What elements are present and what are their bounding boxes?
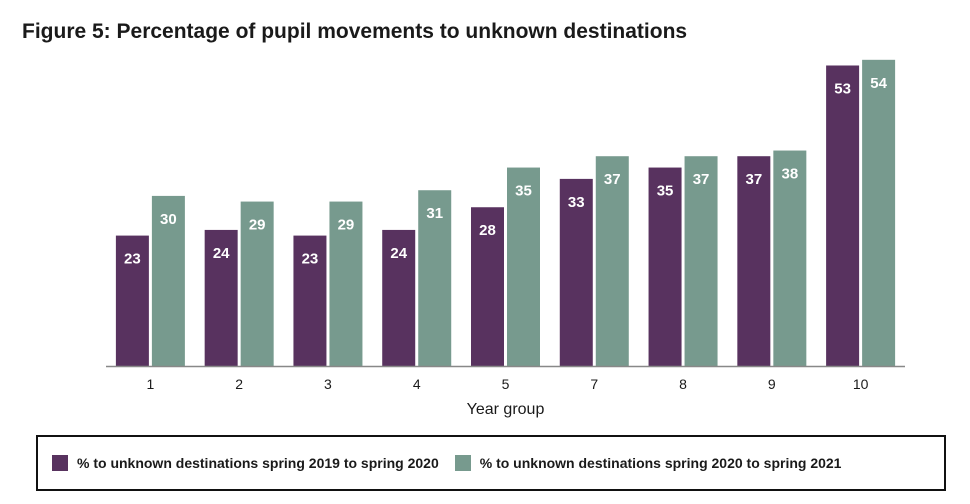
bar-series-2-year-1 <box>151 195 185 366</box>
legend-swatch-series-1 <box>52 455 68 471</box>
data-label-series-2-year-9: 38 <box>781 166 798 183</box>
bar-series-2-year-10 <box>862 59 896 366</box>
data-label-series-1-year-10: 53 <box>834 80 851 97</box>
data-label-series-1-year-4: 24 <box>390 245 407 262</box>
legend-label-series-1: % to unknown destinations spring 2019 to… <box>77 455 439 471</box>
data-labels-layer: 23 30 24 29 23 29 24 31 28 35 33 37 35 37 37 38 53 54 <box>124 75 888 268</box>
data-label-series-1-year-8: 35 <box>657 183 674 200</box>
data-label-series-1-year-5: 28 <box>479 222 496 239</box>
x-tick-label-4: 4 <box>413 376 421 392</box>
x-tick-label-3: 3 <box>324 376 332 392</box>
bars-layer <box>115 59 896 367</box>
legend-label-series-2: % to unknown destinations spring 2020 to… <box>479 455 842 471</box>
bar-series-1-year-10 <box>826 65 860 367</box>
x-tick-label-9: 9 <box>768 376 776 392</box>
data-label-series-1-year-9: 37 <box>745 171 762 188</box>
legend-item-series-1: % to unknown destinations spring 2019 to… <box>52 455 439 471</box>
x-axis-ticks: 1 2 3 4 5 7 8 9 10 <box>146 376 868 392</box>
data-label-series-2-year-8: 37 <box>693 171 710 188</box>
x-tick-label-8: 8 <box>679 376 687 392</box>
data-label-series-1-year-1: 23 <box>124 251 141 268</box>
bar-series-2-year-7 <box>595 156 629 366</box>
chart-title: Figure 5: Percentage of pupil movements … <box>22 20 688 43</box>
data-label-series-2-year-3: 29 <box>338 217 355 234</box>
bar-series-2-year-9 <box>773 150 807 366</box>
bar-series-1-year-9 <box>737 156 771 366</box>
chart-legend: % to unknown destinations spring 2019 to… <box>36 435 946 491</box>
bar-series-2-year-8 <box>684 156 718 366</box>
bar-series-2-year-2 <box>240 201 274 366</box>
x-axis-title: Year group <box>467 401 545 418</box>
data-label-series-2-year-10: 54 <box>870 75 887 92</box>
legend-item-series-2: % to unknown destinations spring 2020 to… <box>454 455 842 471</box>
bar-series-2-year-4 <box>418 190 452 366</box>
x-tick-label-5: 5 <box>502 376 510 392</box>
data-label-series-1-year-2: 24 <box>213 245 230 262</box>
data-label-series-2-year-7: 37 <box>604 171 621 188</box>
x-tick-label-7: 7 <box>590 376 598 392</box>
bar-series-1-year-4 <box>382 229 416 366</box>
data-label-series-1-year-3: 23 <box>302 251 319 268</box>
data-label-series-2-year-4: 31 <box>426 205 443 222</box>
x-tick-label-2: 2 <box>235 376 243 392</box>
data-label-series-2-year-2: 29 <box>249 217 266 234</box>
legend-swatch-series-2 <box>454 455 471 471</box>
x-tick-label-10: 10 <box>853 376 869 392</box>
bar-series-1-year-7 <box>559 178 593 366</box>
bar-series-1-year-1 <box>115 235 149 366</box>
bar-series-1-year-5 <box>471 207 504 366</box>
x-tick-label-1: 1 <box>146 376 154 392</box>
bar-series-1-year-2 <box>204 229 238 366</box>
data-label-series-2-year-5: 35 <box>515 183 532 200</box>
bar-series-1-year-8 <box>648 167 682 366</box>
bar-series-1-year-3 <box>293 235 327 366</box>
bar-series-2-year-5 <box>507 167 540 366</box>
bar-series-2-year-3 <box>329 201 363 366</box>
data-label-series-2-year-1: 30 <box>160 211 177 228</box>
data-label-series-1-year-7: 33 <box>568 194 585 211</box>
